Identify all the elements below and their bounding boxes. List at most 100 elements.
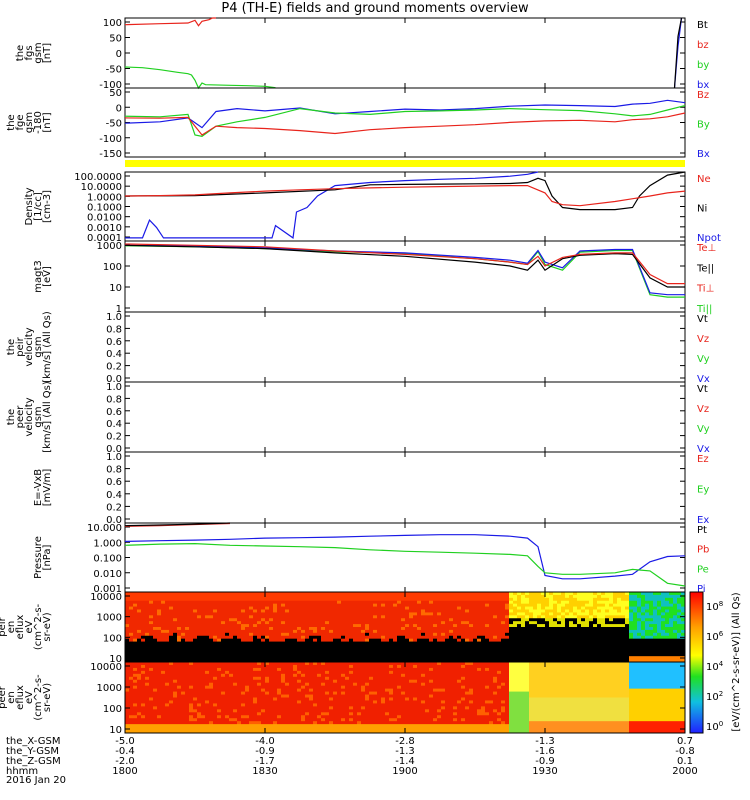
heatmap-cell [285,718,290,721]
heatmap-cell [373,612,378,615]
heatmap-cell [397,607,402,610]
heatmap-cell [153,718,158,721]
heatmap-cell [629,656,634,659]
heatmap-cell [461,618,466,621]
heatmap-cell [245,653,250,656]
heatmap-cell [277,624,282,627]
heatmap-cell [153,592,158,595]
heatmap-cell [517,633,522,636]
heatmap-cell [285,610,290,613]
heatmap-cell [213,612,218,615]
heatmap-cell [417,604,422,607]
heatmap-cell [273,706,278,709]
heatmap-cell [137,656,142,659]
heatmap-cell [405,604,410,607]
heatmap-cell [645,621,650,624]
heatmap-cell [337,683,342,686]
heatmap-cell [293,653,298,656]
heatmap-cell [317,680,322,683]
heatmap-cell [425,636,430,639]
heatmap-cell [413,618,418,621]
heatmap-cell [261,642,266,645]
ytick-label: 0.4 [106,490,122,501]
heatmap-cell [221,721,226,724]
heatmap-cell [257,645,262,648]
heatmap-cell [417,615,422,618]
heatmap-cell [621,653,626,656]
heatmap-cell [125,650,130,653]
heatmap-cell [137,698,142,701]
heatmap-cell [281,604,286,607]
heatmap-cell [553,592,558,595]
heatmap-cell [129,647,134,650]
heatmap-cell [313,612,318,615]
heatmap-cell [321,645,326,648]
heatmap-cell [269,612,274,615]
heatmap-cell [661,618,666,621]
heatmap-cell [445,630,450,633]
heatmap-cell [665,595,670,598]
heatmap-cell [637,650,642,653]
heatmap-cell [161,706,166,709]
heatmap-cell [557,607,562,610]
heatmap-cell [505,592,510,595]
heatmap-cell [153,645,158,648]
heatmap-cell [285,662,290,665]
heatmap-cell [309,592,314,595]
heatmap-cell [209,700,214,703]
heatmap-cell [245,665,250,668]
heatmap-cell [493,633,498,636]
heatmap-cell [341,662,346,665]
panel-peer_velocity: 1.00.80.60.40.20.0thepeervelocitygsm[km/… [6,381,710,455]
heatmap-cell [593,633,598,636]
heatmap-cell [425,647,430,650]
heatmap-cell [261,718,266,721]
heatmap-cell [161,665,166,668]
heatmap-cell [337,715,342,718]
heatmap-cell [637,645,642,648]
heatmap-cell [413,656,418,659]
heatmap-cell [269,686,274,689]
heatmap-cell [477,639,482,642]
heatmap-cell [261,630,266,633]
heatmap-cell [493,647,498,650]
heatmap-cell [205,677,210,680]
heatmap-cell [193,674,198,677]
heatmap-cell [133,727,138,730]
heatmap-cell [225,689,230,692]
heatmap-cell [625,650,630,653]
heatmap-cell [133,610,138,613]
heatmap-cell [169,680,174,683]
heatmap-cell [589,645,594,648]
heatmap-cell [237,715,242,718]
heatmap-cell [265,656,270,659]
heatmap-cell [325,668,330,671]
heatmap-cell [505,656,510,659]
heatmap-cell [141,610,146,613]
heatmap-cell [465,595,470,598]
heatmap-cell [641,630,646,633]
heatmap-cell [161,662,166,665]
heatmap-cell [249,642,254,645]
heatmap-cell [221,607,226,610]
heatmap-cell [509,598,514,601]
heatmap-cell [461,601,466,604]
heatmap-cell [249,645,254,648]
heatmap-cell [449,615,454,618]
heatmap-cell [529,595,534,598]
heatmap-cell [457,621,462,624]
heatmap-cell [293,706,298,709]
heatmap-cell [461,636,466,639]
heatmap-cell [165,662,170,665]
heatmap-cell [213,703,218,706]
heatmap-cell [221,592,226,595]
heatmap-cell [317,712,322,715]
heatmap-cell [321,680,326,683]
heatmap-cell [481,642,486,645]
heatmap-cell [337,630,342,633]
heatmap-cell [325,650,330,653]
heatmap-cell [277,709,282,712]
heatmap-cell [445,633,450,636]
heatmap-cell [317,647,322,650]
heatmap-cell [145,668,150,671]
